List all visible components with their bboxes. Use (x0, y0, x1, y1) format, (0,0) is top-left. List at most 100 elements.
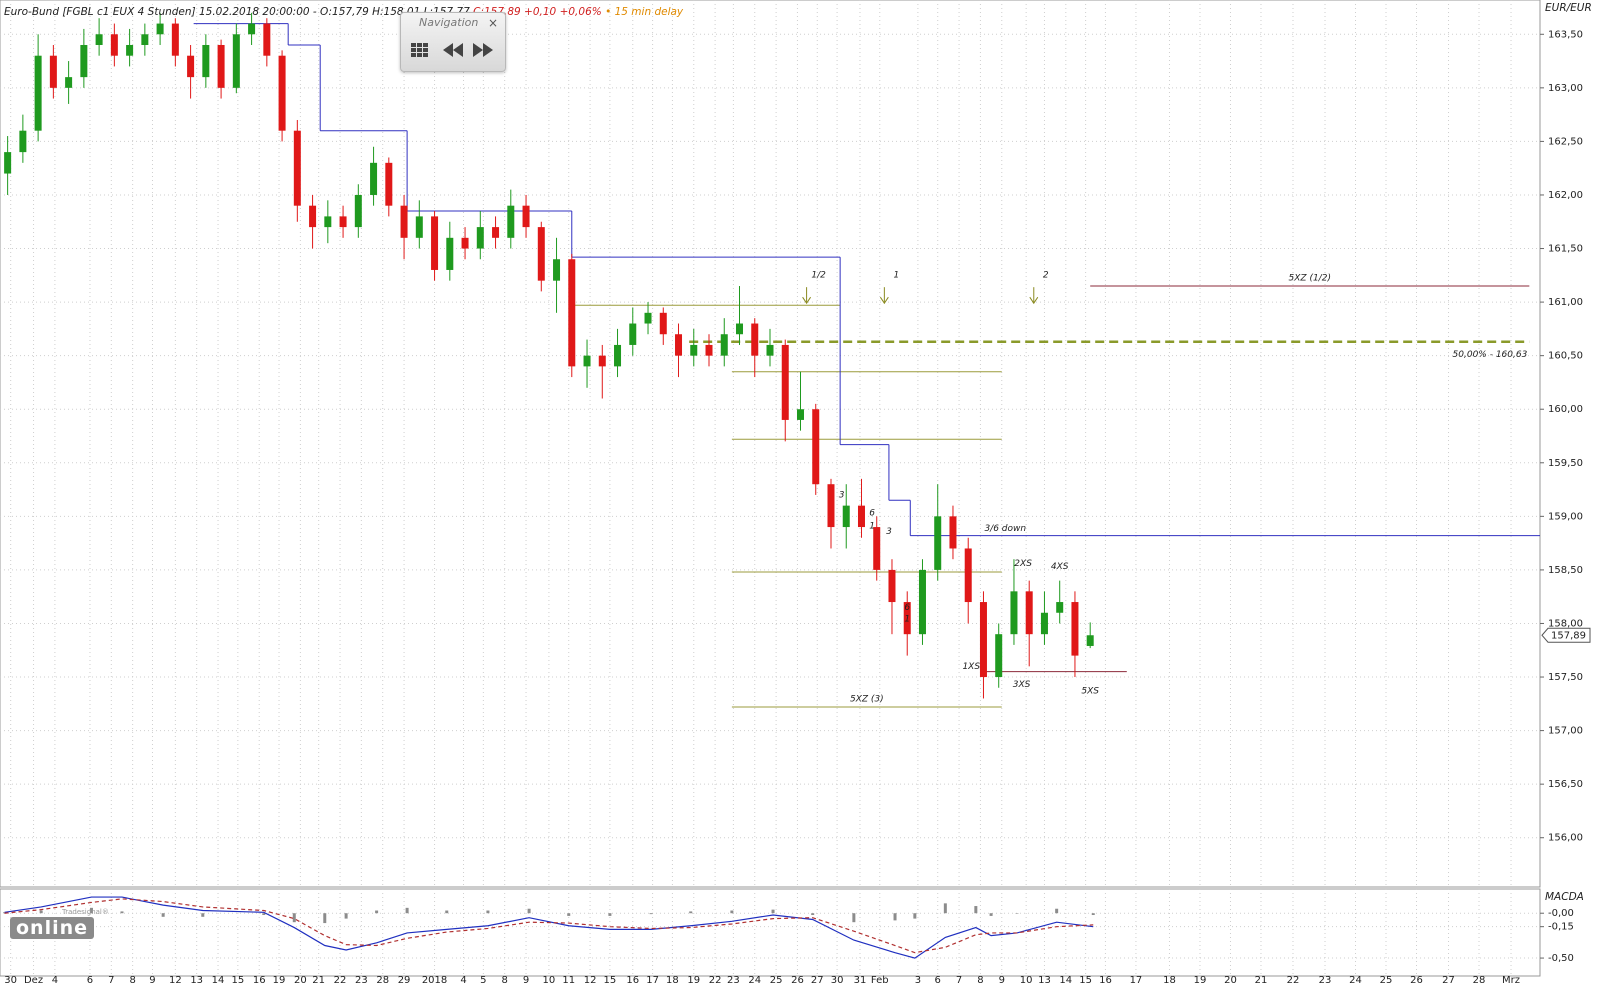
chart-header: Euro-Bund [FGBL c1 EUX 4 Stunden] 15.02.… (4, 6, 684, 18)
x-tick-label: 8 (502, 975, 508, 986)
x-tick-label: 28 (376, 975, 389, 986)
candle-body (217, 44, 225, 88)
x-tick-label: 9 (999, 975, 1005, 986)
x-tick-label: 7 (956, 975, 962, 986)
arrow-head (1029, 296, 1039, 305)
histogram-bar (893, 913, 897, 921)
candle-body (492, 227, 500, 238)
x-tick-label: 16 (1099, 975, 1112, 986)
candle-body (1071, 602, 1079, 656)
candle-body (614, 344, 622, 367)
candle-body (1025, 591, 1033, 635)
y-tick-label: 159,00 (1548, 511, 1583, 522)
x-tick-label: 15 (1079, 975, 1092, 986)
wave-label: 3 (886, 527, 892, 537)
y-tick-label: 156,50 (1548, 779, 1583, 790)
navigation-title: Navigation (419, 16, 479, 29)
x-tick-label: 12 (584, 975, 597, 986)
candle-body (476, 227, 484, 249)
x-tick-label: 13 (190, 975, 203, 986)
candle-body (568, 259, 576, 367)
candle-body (766, 344, 774, 356)
x-tick-label: 21 (1255, 975, 1268, 986)
histogram-bar (852, 913, 856, 923)
x-tick-label: 3 (915, 975, 921, 986)
candle-body (385, 162, 393, 206)
candle-body (690, 344, 698, 356)
x-tick-label: 24 (748, 975, 761, 986)
navigation-panel[interactable]: Navigation × (400, 12, 506, 72)
level-label: 5XZ (3) (850, 695, 884, 705)
candle-body (415, 216, 423, 238)
x-tick-label: 6 (87, 975, 93, 986)
wave-label: 1 (904, 615, 910, 625)
candle-body (934, 516, 942, 570)
histogram-bar (730, 910, 734, 914)
arrow-head (879, 296, 889, 305)
candle-body (873, 527, 881, 570)
candle-body (202, 44, 210, 78)
candle-body (553, 259, 561, 281)
candle-body (232, 34, 240, 88)
wave-label: 5XS (1081, 686, 1099, 696)
arrow-label: 1/2 (811, 271, 826, 281)
candle-body (796, 409, 804, 420)
rewind-icon[interactable] (443, 43, 463, 57)
histogram-bar (811, 913, 815, 916)
last-price-label: 157,89 (1551, 630, 1586, 641)
x-tick-label: 8 (977, 975, 983, 986)
y-tick-label: 160,00 (1548, 404, 1583, 415)
x-tick-label: 23 (355, 975, 368, 986)
histogram-bar (89, 907, 93, 914)
histogram-bar (1015, 913, 1019, 914)
candle-body (4, 152, 12, 174)
candle-body (1010, 591, 1018, 635)
candle-body (1086, 635, 1094, 646)
wave-label: 6 (869, 509, 875, 519)
candle-body (949, 516, 957, 549)
histogram-bar (689, 911, 693, 914)
x-tick-label: 31 (854, 975, 867, 986)
macd-line (4, 898, 1094, 954)
y-tick-label: 158,50 (1548, 565, 1583, 576)
y-tick-label: 159,50 (1548, 458, 1583, 469)
y-tick-label: -0,00 (1548, 908, 1574, 919)
y-tick-label: 162,50 (1548, 136, 1583, 147)
candle-body (979, 602, 987, 678)
y-tick-label: -0,50 (1548, 953, 1574, 964)
forward-icon[interactable] (473, 43, 493, 57)
histogram-bar (161, 913, 165, 917)
grid-icon[interactable] (411, 43, 428, 57)
macd-panel (0, 888, 1541, 977)
candle-body (675, 334, 683, 356)
histogram-bar (39, 910, 43, 914)
y-tick-label: 162,00 (1548, 190, 1583, 201)
arrow-head (802, 296, 812, 305)
x-tick-label: 18 (1163, 975, 1176, 986)
navigation-close[interactable]: × (487, 16, 498, 30)
x-tick-label: 21 (312, 975, 325, 986)
x-tick-label: 16 (626, 975, 639, 986)
candle-body (644, 312, 652, 324)
main-panel (0, 0, 1541, 888)
histogram-bar (608, 913, 612, 916)
arrow-label: 2 (1043, 271, 1049, 281)
candle-body (171, 23, 179, 56)
candle-body (95, 34, 103, 45)
x-tick-label: 4 (460, 975, 466, 986)
y-tick-label: 161,00 (1548, 297, 1583, 308)
candle-body (827, 484, 835, 528)
wave-label: 6 (904, 603, 910, 613)
histogram-bar (913, 913, 917, 919)
x-tick-label: 19 (273, 975, 286, 986)
x-tick-label: 29 (398, 975, 411, 986)
candle-body (461, 237, 469, 249)
candle-body (187, 55, 195, 78)
x-tick-label: 15 (604, 975, 617, 986)
x-tick-label: Mrz (1502, 975, 1520, 986)
x-tick-label: 19 (1194, 975, 1207, 986)
candle-body (537, 227, 545, 281)
candle-body (964, 548, 972, 603)
y-tick-label: 163,50 (1548, 29, 1583, 40)
histogram-bar (943, 903, 947, 914)
